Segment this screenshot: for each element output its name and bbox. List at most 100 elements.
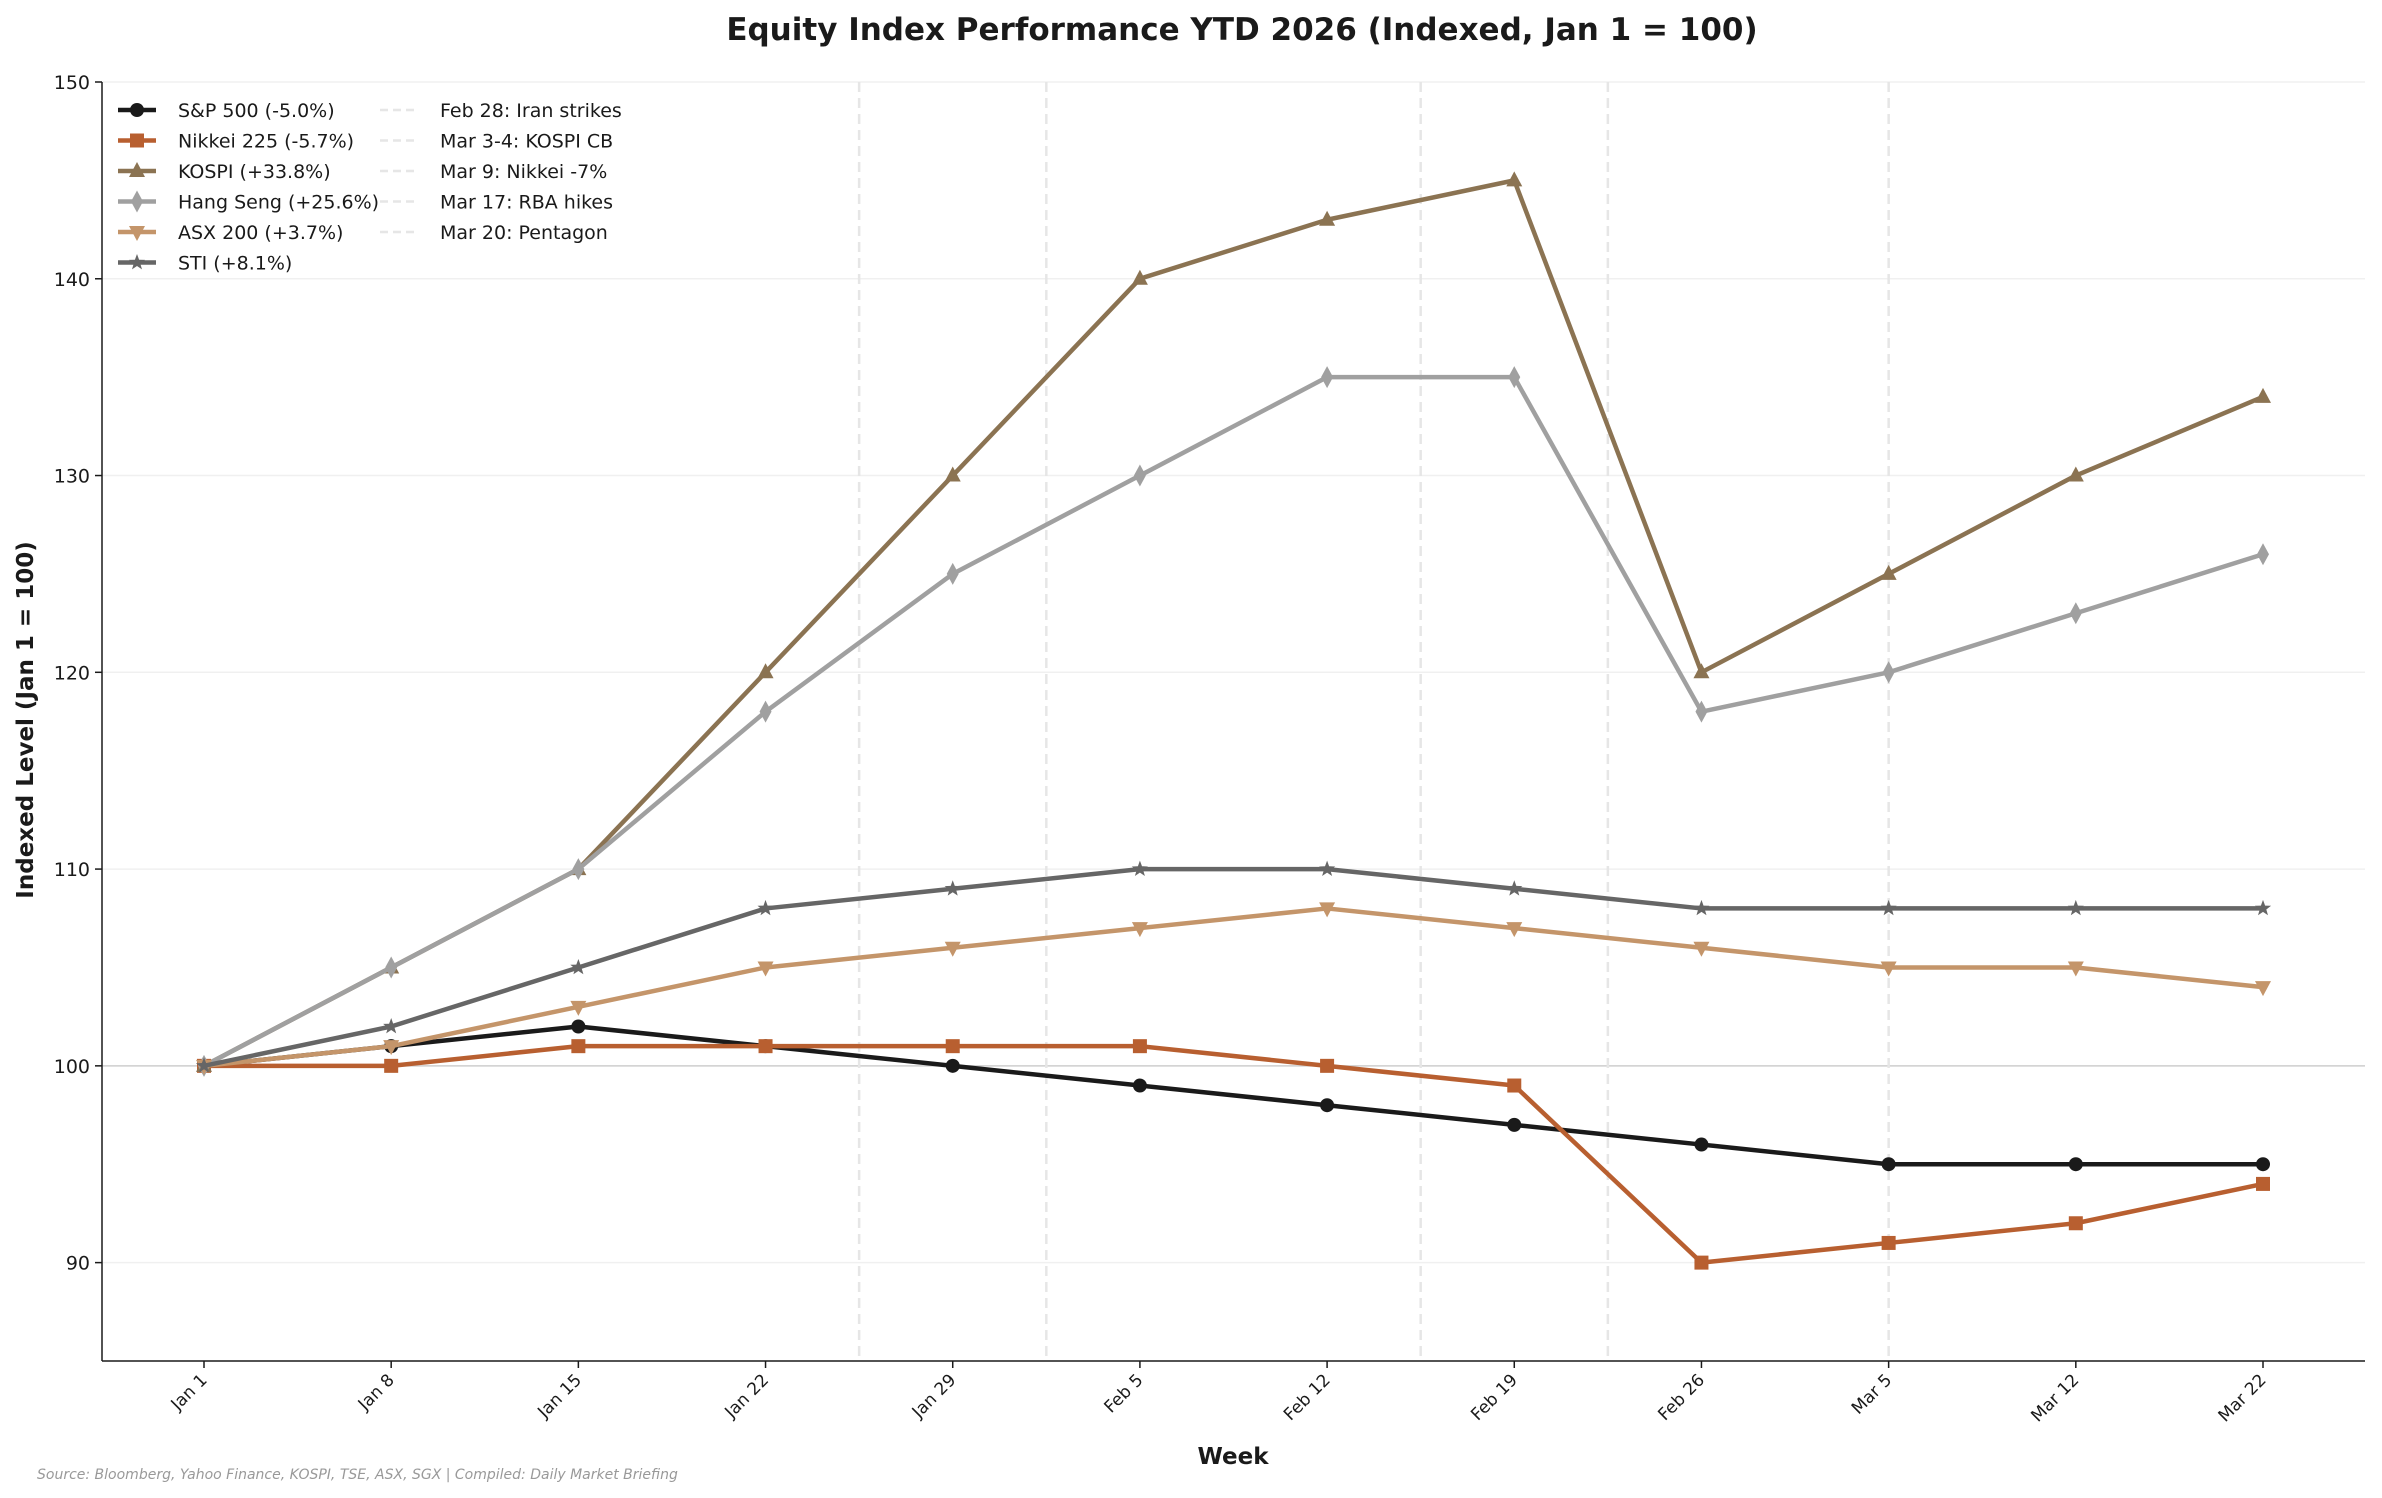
marker-diamond	[1695, 700, 1708, 723]
marker-star	[195, 1057, 213, 1073]
marker-circle	[130, 103, 144, 117]
x-axis-label: Week	[1197, 1444, 1269, 1470]
series-line	[202, 374, 2264, 1068]
legend-label: Nikkei 225 (-5.7%)	[178, 131, 354, 153]
marker-circle	[2068, 1157, 2083, 1172]
marker-triangle-up	[757, 663, 774, 679]
x-tick-label: Feb 19	[1467, 1370, 1522, 1425]
series-asx	[196, 902, 2271, 1075]
marker-triangle-down	[1693, 941, 1710, 957]
marker-triangle-up	[1880, 564, 1897, 580]
marker-square	[1132, 1039, 1147, 1054]
series-hang	[198, 366, 2269, 1077]
legend-label: Mar 17: RBA hikes	[440, 192, 613, 214]
marker-triangle-down	[757, 961, 774, 977]
marker-triangle-up	[2255, 387, 2271, 403]
chart-title: Equity Index Performance YTD 2026 (Index…	[726, 12, 1757, 48]
marker-square	[384, 1058, 399, 1073]
marker-diamond	[2257, 543, 2269, 566]
legend-label: Hang Seng (+25.6%)	[178, 192, 379, 214]
marker-circle	[1507, 1117, 1522, 1132]
marker-triangle-up	[1319, 210, 1336, 226]
x-tick-label: Feb 5	[1101, 1370, 1148, 1417]
marker-triangle-down	[383, 1040, 400, 1056]
x-tick-label: Mar 5	[1848, 1370, 1896, 1418]
legend-label: Mar 20: Pentagon	[440, 222, 608, 244]
marker-star	[1880, 899, 1897, 916]
marker-triangle-up	[1506, 171, 1523, 187]
series-line	[204, 1043, 2264, 1265]
x-tick-label: Feb 26	[1654, 1370, 1709, 1425]
legend-label: Mar 9: Nikkei -7%	[440, 161, 607, 183]
x-tick-label: Mar 12	[2027, 1370, 2083, 1426]
marker-star	[128, 254, 146, 270]
y-tick-label: 140	[54, 269, 90, 291]
marker-triangle-down	[2067, 961, 2084, 977]
marker-diamond	[1321, 366, 1334, 389]
marker-triangle-down	[2255, 981, 2271, 997]
x-tick-label: Jan 22	[721, 1370, 774, 1423]
marker-diamond	[946, 562, 959, 585]
marker-square	[1507, 1078, 1522, 1093]
legend-label: ASX 200 (+3.7%)	[178, 222, 343, 244]
marker-square	[1694, 1255, 1709, 1270]
marker-circle	[2256, 1157, 2270, 1172]
series-group	[195, 171, 2272, 1270]
series-sp	[197, 1019, 2270, 1172]
y-tick-label: 110	[54, 859, 90, 881]
series-line	[202, 178, 2264, 1068]
event-lines	[857, 82, 1890, 1361]
series-kospi	[196, 171, 2271, 1072]
marker-circle	[571, 1019, 586, 1034]
marker-diamond	[1508, 366, 1521, 389]
marker-square	[2068, 1216, 2083, 1231]
y-tick-label: 90	[66, 1253, 90, 1275]
marker-triangle-up	[944, 466, 961, 482]
series-line	[203, 906, 2264, 1069]
marker-triangle-up	[1693, 663, 1710, 679]
y-tick-label: 120	[54, 662, 90, 684]
marker-star	[1131, 860, 1148, 876]
marker-star	[1319, 860, 1336, 876]
legend-label: STI (+8.1%)	[178, 253, 292, 275]
marker-diamond	[1133, 464, 1146, 487]
legend-label: Mar 3-4: KOSPI CB	[440, 131, 613, 153]
x-tick-label: Mar 22	[2215, 1370, 2271, 1426]
series-line	[203, 866, 2263, 1069]
marker-diamond	[385, 956, 398, 979]
marker-triangle-down	[1506, 922, 1523, 938]
series-nikkei	[197, 1039, 2270, 1270]
marker-triangle-down	[129, 226, 145, 241]
axes: 90 100 110 120 130 140 150 Jan 1 Jan 8 Jan 15 Jan …	[54, 72, 2365, 1426]
marker-square	[945, 1039, 960, 1054]
marker-star	[2254, 899, 2272, 916]
marker-square	[130, 133, 144, 148]
marker-star	[1693, 899, 1710, 916]
marker-diamond	[131, 190, 143, 213]
marker-diamond	[2069, 602, 2082, 625]
marker-star	[2067, 899, 2084, 916]
y-axis-label: Indexed Level (Jan 1 = 100)	[13, 541, 39, 898]
y-tick-label: 100	[54, 1056, 90, 1078]
marker-triangle-up	[2067, 466, 2084, 482]
marker-triangle-down	[1880, 961, 1897, 977]
marker-star	[383, 1018, 400, 1034]
marker-square	[1881, 1235, 1896, 1250]
x-tick-label: Jan 29	[908, 1370, 961, 1423]
marker-star	[757, 899, 774, 916]
source-note: Source: Bloomberg, Yahoo Finance, KOSPI,…	[37, 1467, 678, 1483]
series-line	[203, 1024, 2263, 1167]
marker-triangle-down	[1131, 922, 1148, 938]
x-tick-label: Jan 8	[354, 1370, 399, 1415]
legend: S&P 500 (-5.0%) Nikkei 225 (-5.7%) KOSPI (…	[118, 100, 622, 275]
marker-square	[1320, 1058, 1335, 1073]
grid	[102, 81, 2365, 1264]
marker-circle	[945, 1058, 960, 1073]
marker-diamond	[759, 700, 772, 723]
legend-label: KOSPI (+33.8%)	[178, 161, 331, 183]
marker-diamond	[1882, 661, 1895, 684]
series-sti	[195, 860, 2272, 1073]
marker-square	[2256, 1176, 2270, 1191]
marker-triangle-down	[944, 941, 961, 957]
